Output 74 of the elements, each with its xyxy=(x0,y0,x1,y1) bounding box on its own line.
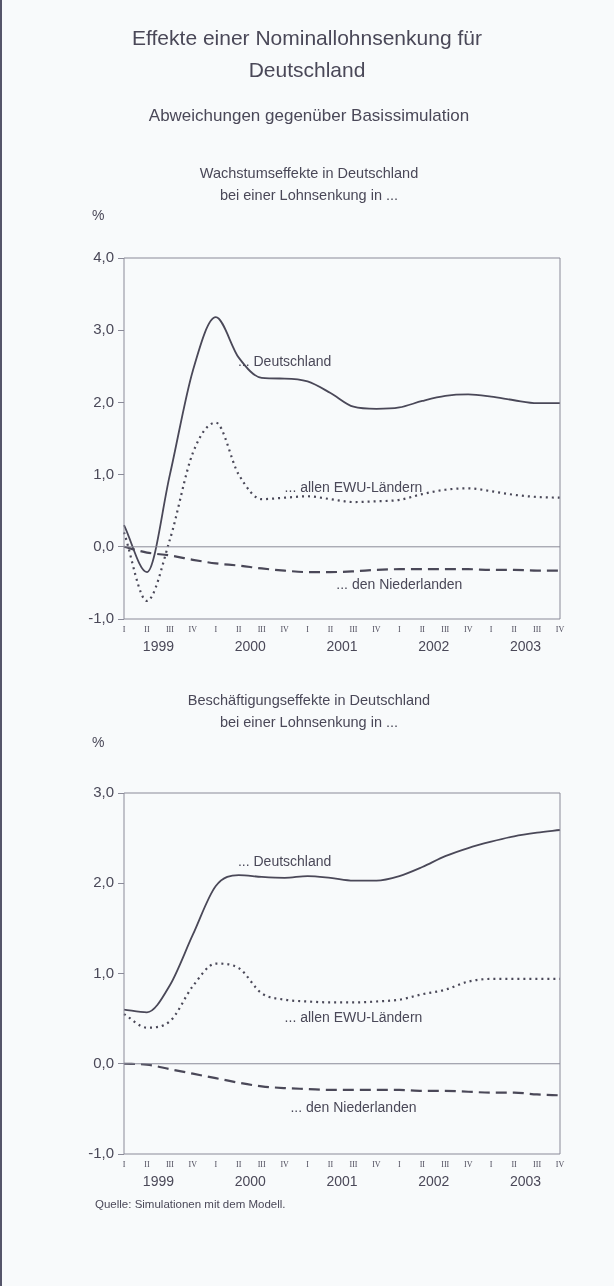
text: 2003 xyxy=(510,1172,542,1189)
x-tick-label: II xyxy=(327,624,334,634)
series-label: ... den Niederlanden xyxy=(336,576,463,593)
y-tick-label: 2,0 xyxy=(93,873,114,891)
series-label: ... Deutschland xyxy=(237,353,332,370)
text: Wachstumseffekte in Deutschland bei einer Lohnsenkung in ... xyxy=(198,164,420,205)
chart-subtitle: Abweichungen gegenüber Basissimulation xyxy=(147,106,471,126)
series-label: ... Deutschland xyxy=(237,852,332,869)
text: 2000 xyxy=(234,637,266,654)
source-note: Quelle: Simulationen mit dem Modell. xyxy=(95,1198,286,1210)
x-tick-label: III xyxy=(257,1159,267,1169)
y-axis-title: % xyxy=(92,734,105,750)
y-tick-label: 1,0 xyxy=(93,464,114,482)
text: 2002 xyxy=(418,1172,450,1189)
x-tick-label: IV xyxy=(188,1159,198,1169)
x-tick-label: I xyxy=(122,624,126,634)
chart-title: Effekte einer Nominallohnsenkung für Deutschland xyxy=(131,25,483,83)
y-tick-label: 1,0 xyxy=(93,963,114,981)
x-tick-label: II xyxy=(419,1159,426,1169)
text: 1999 xyxy=(142,637,175,654)
x-tick-label: II xyxy=(511,624,518,634)
y-tick-label: 4,0 xyxy=(93,248,114,266)
x-tick-label: III xyxy=(257,624,267,634)
x-tick-label: III xyxy=(533,624,542,634)
x-tick-label: III xyxy=(441,1159,450,1169)
x-tick-label: II xyxy=(236,624,242,634)
x-tick-label: II xyxy=(144,624,150,634)
x-tick-label: I xyxy=(489,624,493,634)
x-tick-label: IV xyxy=(463,624,473,634)
x-tick-label: IV xyxy=(188,624,198,634)
x-tick-label: IV xyxy=(280,1159,290,1169)
x-tick-label: IV xyxy=(555,624,565,634)
x-tick-label: I xyxy=(398,624,402,634)
x-tick-label: IV xyxy=(555,1159,565,1169)
x-tick-label: II xyxy=(236,1159,242,1169)
x-tick-label: I xyxy=(214,624,218,634)
y-tick-label: 3,0 xyxy=(93,320,114,338)
x-tick-label: II xyxy=(327,1159,334,1169)
text: 2002 xyxy=(418,637,450,654)
series-label: ... den Niederlanden xyxy=(290,1098,417,1115)
x-tick-label: I xyxy=(306,1159,310,1169)
x-tick-label: IV xyxy=(463,1159,473,1169)
y-tick-label: 0,0 xyxy=(93,536,114,554)
x-tick-label: III xyxy=(349,624,358,634)
x-tick-label: I xyxy=(398,1159,402,1169)
text: 2001 xyxy=(326,637,358,654)
series-label: ... allen EWU-Ländern xyxy=(284,478,423,495)
x-tick-label: IV xyxy=(280,624,290,634)
x-tick-label: III xyxy=(165,1159,175,1169)
x-tick-label: II xyxy=(511,1159,518,1169)
text: 2000 xyxy=(234,1172,266,1189)
x-tick-label: III xyxy=(441,624,450,634)
y-axis-title: % xyxy=(92,207,105,223)
series-label: ... allen EWU-Ländern xyxy=(284,1009,423,1026)
x-tick-label: I xyxy=(306,624,310,634)
x-tick-label: III xyxy=(533,1159,542,1169)
chart-title: Beschäftigungseffekte in Deutschland bei einer Lohnsenkung in ... xyxy=(186,691,432,732)
x-tick-label: II xyxy=(419,624,426,634)
x-tick-label: IV xyxy=(372,624,381,634)
y-tick-label: -1,0 xyxy=(88,609,114,627)
text: 2001 xyxy=(326,1172,358,1189)
x-tick-label: I xyxy=(122,1159,126,1169)
x-tick-label: I xyxy=(489,1159,493,1169)
x-tick-label: III xyxy=(349,1159,358,1169)
x-tick-label: IV xyxy=(372,1159,381,1169)
y-tick-label: -1,0 xyxy=(88,1144,114,1162)
y-tick-label: 0,0 xyxy=(93,1053,114,1071)
text: 2003 xyxy=(510,637,542,654)
text: 1999 xyxy=(142,1172,175,1189)
y-tick-label: 3,0 xyxy=(93,783,114,801)
x-tick-label: III xyxy=(165,624,175,634)
y-tick-label: 2,0 xyxy=(93,392,114,410)
x-tick-label: II xyxy=(144,1159,150,1169)
x-tick-label: I xyxy=(214,1159,218,1169)
